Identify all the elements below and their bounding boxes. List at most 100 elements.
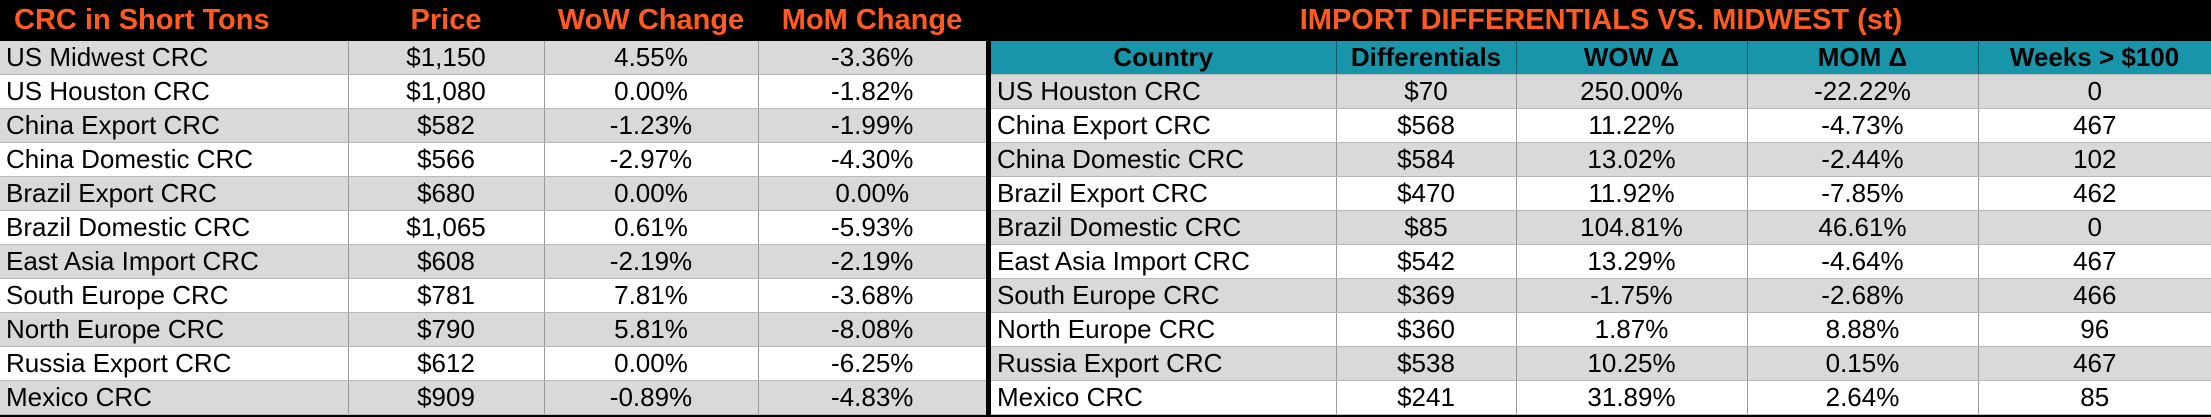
cell-value: 467 bbox=[1978, 108, 2211, 143]
cell-value: $568 bbox=[1336, 108, 1517, 143]
cell-value: $360 bbox=[1336, 312, 1517, 347]
crc-price-table-body: US Midwest CRC $1,150 4.55% -3.36% US Housto… bbox=[0, 41, 986, 415]
row-label: Brazil Domestic CRC bbox=[991, 210, 1337, 245]
row-label: Russia Export CRC bbox=[0, 346, 349, 381]
import-differential-row: China Domestic CRC $584 13.02% -2.44% 102 bbox=[991, 142, 2211, 177]
cell-value: 7.81% bbox=[544, 278, 759, 313]
cell-value: $781 bbox=[348, 278, 545, 313]
cell-value: $608 bbox=[348, 244, 545, 279]
cell-value: $542 bbox=[1336, 244, 1517, 279]
cell-value: $790 bbox=[348, 312, 545, 347]
header-wow-change: WoW Change bbox=[544, 0, 758, 41]
crc-price-row: China Export CRC $582 -1.23% -1.99% bbox=[0, 108, 986, 143]
cell-value: 2.64% bbox=[1747, 380, 1979, 415]
cell-value: -1.99% bbox=[758, 108, 986, 143]
cell-value: -1.82% bbox=[758, 74, 986, 109]
row-label: South Europe CRC bbox=[0, 278, 349, 313]
crc-price-row: South Europe CRC $781 7.81% -3.68% bbox=[0, 278, 986, 313]
cell-value: 466 bbox=[1978, 278, 2211, 313]
import-differential-row: South Europe CRC $369 -1.75% -2.68% 466 bbox=[991, 278, 2211, 313]
import-differential-row: North Europe CRC $360 1.87% 8.88% 96 bbox=[991, 312, 2211, 347]
row-label: North Europe CRC bbox=[0, 312, 349, 347]
row-label: US Houston CRC bbox=[991, 74, 1337, 109]
cell-value: $612 bbox=[348, 346, 545, 381]
cell-value: $1,080 bbox=[348, 74, 545, 109]
header-mom-delta: MOM Δ bbox=[1747, 41, 1979, 75]
cell-value: 13.02% bbox=[1516, 142, 1748, 177]
crc-price-table-header: CRC in Short Tons Price WoW Change MoM C… bbox=[0, 0, 986, 41]
header-differentials: Differentials bbox=[1336, 41, 1517, 75]
crc-price-row: North Europe CRC $790 5.81% -8.08% bbox=[0, 312, 986, 347]
cell-value: $538 bbox=[1336, 346, 1517, 381]
row-label: Brazil Export CRC bbox=[991, 176, 1337, 211]
cell-value: $85 bbox=[1336, 210, 1517, 245]
cell-value: -2.19% bbox=[758, 244, 986, 279]
crc-price-row: Brazil Export CRC $680 0.00% 0.00% bbox=[0, 176, 986, 211]
cell-value: 0.00% bbox=[544, 346, 759, 381]
row-label: China Domestic CRC bbox=[991, 142, 1337, 177]
row-label: East Asia Import CRC bbox=[991, 244, 1337, 279]
cell-value: $470 bbox=[1336, 176, 1517, 211]
cell-value: -4.83% bbox=[758, 380, 986, 415]
table-divider bbox=[986, 0, 991, 417]
cell-value: -3.68% bbox=[758, 278, 986, 313]
cell-value: 46.61% bbox=[1747, 210, 1979, 245]
cell-value: -4.30% bbox=[758, 142, 986, 177]
import-differentials-title: IMPORT DIFFERENTIALS VS. MIDWEST (st) bbox=[991, 0, 2211, 41]
header-weeks-over-100: Weeks > $100 bbox=[1978, 41, 2211, 75]
import-differentials-table: IMPORT DIFFERENTIALS VS. MIDWEST (st) Co… bbox=[991, 0, 2211, 415]
row-label: East Asia Import CRC bbox=[0, 244, 349, 279]
header-crc-short-tons: CRC in Short Tons bbox=[0, 0, 348, 41]
cell-value: 0.15% bbox=[1747, 346, 1979, 381]
cell-value: $909 bbox=[348, 380, 545, 415]
cell-value: 85 bbox=[1978, 380, 2211, 415]
row-label: Brazil Domestic CRC bbox=[0, 210, 349, 245]
cell-value: -5.93% bbox=[758, 210, 986, 245]
cell-value: -22.22% bbox=[1747, 74, 1979, 109]
cell-value: -2.97% bbox=[544, 142, 759, 177]
crc-price-row: Brazil Domestic CRC $1,065 0.61% -5.93% bbox=[0, 210, 986, 245]
cell-value: $241 bbox=[1336, 380, 1517, 415]
cell-value: 250.00% bbox=[1516, 74, 1748, 109]
cell-value: 0.00% bbox=[758, 176, 986, 211]
cell-value: 462 bbox=[1978, 176, 2211, 211]
header-country: Country bbox=[991, 41, 1337, 75]
cell-value: 0.00% bbox=[544, 74, 759, 109]
import-differentials-panel: IMPORT DIFFERENTIALS VS. MIDWEST (st) Co… bbox=[991, 0, 2211, 415]
cell-value: -2.44% bbox=[1747, 142, 1979, 177]
row-label: China Export CRC bbox=[0, 108, 349, 143]
import-differential-row: Brazil Export CRC $470 11.92% -7.85% 462 bbox=[991, 176, 2211, 211]
cell-value: 0.61% bbox=[544, 210, 759, 245]
cell-value: 5.81% bbox=[544, 312, 759, 347]
cell-value: -4.73% bbox=[1747, 108, 1979, 143]
row-label: Mexico CRC bbox=[991, 380, 1337, 415]
cell-value: $70 bbox=[1336, 74, 1517, 109]
cell-value: 0 bbox=[1978, 210, 2211, 245]
cell-value: 102 bbox=[1978, 142, 2211, 177]
import-differential-row: China Export CRC $568 11.22% -4.73% 467 bbox=[991, 108, 2211, 143]
crc-price-table-panel: CRC in Short Tons Price WoW Change MoM C… bbox=[0, 0, 986, 415]
cell-value: -2.19% bbox=[544, 244, 759, 279]
import-differential-row: Mexico CRC $241 31.89% 2.64% 85 bbox=[991, 380, 2211, 415]
cell-value: 13.29% bbox=[1516, 244, 1748, 279]
cell-value: $680 bbox=[348, 176, 545, 211]
row-label: Brazil Export CRC bbox=[0, 176, 349, 211]
crc-price-row: East Asia Import CRC $608 -2.19% -2.19% bbox=[0, 244, 986, 279]
cell-value: 467 bbox=[1978, 244, 2211, 279]
cell-value: 4.55% bbox=[544, 41, 759, 75]
cell-value: -6.25% bbox=[758, 346, 986, 381]
import-differential-row: Russia Export CRC $538 10.25% 0.15% 467 bbox=[991, 346, 2211, 381]
cell-value: 96 bbox=[1978, 312, 2211, 347]
cell-value: 1.87% bbox=[1516, 312, 1748, 347]
cell-value: $1,150 bbox=[348, 41, 545, 75]
import-differentials-table-body: US Houston CRC $70 250.00% -22.22% 0 China Ex… bbox=[991, 74, 2211, 415]
crc-price-row: Mexico CRC $909 -0.89% -4.83% bbox=[0, 380, 986, 415]
cell-value: $566 bbox=[348, 142, 545, 177]
cell-value: 8.88% bbox=[1747, 312, 1979, 347]
import-differential-row: US Houston CRC $70 250.00% -22.22% 0 bbox=[991, 74, 2211, 109]
cell-value: -4.64% bbox=[1747, 244, 1979, 279]
cell-value: 10.25% bbox=[1516, 346, 1748, 381]
cell-value: 0 bbox=[1978, 74, 2211, 109]
cell-value: -2.68% bbox=[1747, 278, 1979, 313]
